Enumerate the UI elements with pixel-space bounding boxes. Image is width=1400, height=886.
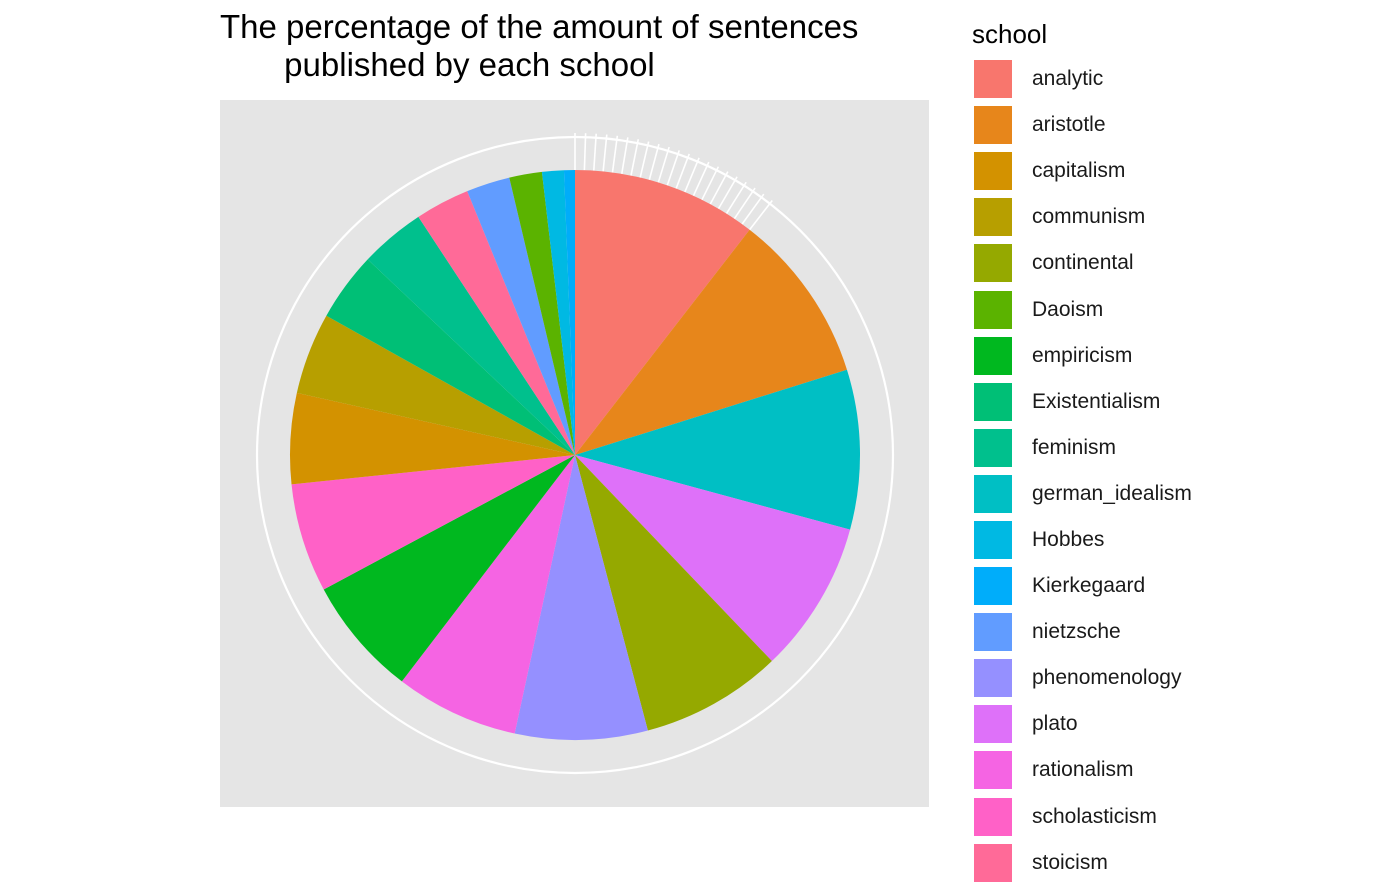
grid-tick (639, 141, 650, 178)
grid-tick (592, 133, 598, 171)
pie-chart (220, 100, 929, 807)
legend-item: feminism (972, 425, 1392, 471)
grid-tick (733, 187, 756, 220)
legend-key (972, 703, 1014, 746)
legend-label: rationalism (1032, 758, 1134, 782)
grid-tick (725, 181, 747, 215)
pie-slice-communism (296, 315, 575, 455)
pie-slice-stoicism (418, 191, 575, 455)
legend-item: phenomenology (972, 655, 1392, 701)
legend-label: stoicism (1032, 850, 1108, 874)
grid-tick (701, 166, 720, 201)
grid-tick (583, 133, 587, 171)
legend-label: continental (1032, 251, 1134, 275)
legend-key (972, 518, 1014, 561)
legend-key (972, 565, 1014, 608)
legend-key (972, 426, 1014, 469)
pie-slice-hobbes (541, 170, 575, 455)
legend-item: rationalism (972, 747, 1392, 793)
pie-slice-aristotle (575, 229, 847, 455)
legend-item: scholasticism (972, 794, 1392, 840)
pie-slice-continental (575, 455, 772, 731)
legend-label: german_idealism (1032, 481, 1192, 505)
legend-key (972, 380, 1014, 423)
legend-label: scholasticism (1032, 804, 1157, 828)
legend-label: analytic (1032, 67, 1104, 91)
grid-tick (602, 134, 608, 172)
legend-item: Existentialism (972, 379, 1392, 425)
pie-slice-scholasticism (291, 455, 575, 590)
grid-tick (675, 153, 690, 189)
legend-item: Kierkegaard (972, 563, 1392, 609)
legend-item: communism (972, 194, 1392, 240)
grid-tick (666, 150, 680, 186)
grid-tick (692, 161, 710, 197)
legend-label: Hobbes (1032, 527, 1105, 551)
legend-key (972, 242, 1014, 285)
pie-slice-nietzsche (467, 177, 575, 456)
legend-key (972, 657, 1014, 700)
grid-tick (717, 176, 738, 210)
legend-key (972, 841, 1014, 884)
pie-slice-analytic (575, 170, 750, 455)
legend-key (972, 749, 1014, 792)
pie-slice-rationalism (401, 455, 575, 734)
pie-slice-kierkegaard (563, 170, 575, 455)
grid-tick (620, 137, 629, 174)
legend-item: aristotle (972, 102, 1392, 148)
pie-slice-daoism (509, 171, 575, 455)
legend-key (972, 58, 1014, 101)
legend-label: nietzsche (1032, 620, 1121, 644)
chart-title: The percentage of the amount of sentence… (220, 8, 859, 83)
pie-slice-phenomenology (514, 455, 648, 740)
legend-label: feminism (1032, 435, 1117, 459)
legend-title: school (972, 19, 1048, 49)
legend-key (972, 196, 1014, 239)
grid-tick (748, 200, 773, 231)
grid-tick (684, 157, 700, 193)
legend-key (972, 150, 1014, 193)
grid-tick (657, 146, 670, 183)
legend-label: capitalism (1032, 159, 1126, 183)
legend-item: german_idealism (972, 471, 1392, 517)
legend-items: analytic aristotle capitalism communism cont… (972, 56, 1392, 886)
legend-label: communism (1032, 205, 1146, 229)
legend-label: plato (1032, 712, 1078, 736)
legend-item: Hobbes (972, 517, 1392, 563)
legend-item: capitalism (972, 148, 1392, 194)
legend-label: Existentialism (1032, 389, 1161, 413)
legend-label: phenomenology (1032, 666, 1182, 690)
grid-tick (741, 193, 765, 225)
legend-key (972, 472, 1014, 515)
grid-tick (648, 143, 660, 181)
legend-item: Daoism (972, 286, 1392, 332)
grid-tick (611, 135, 619, 173)
grid-tick (709, 171, 729, 205)
pie-slice-german-idealism (575, 369, 861, 530)
legend-key (972, 795, 1014, 838)
legend-item: continental (972, 240, 1392, 286)
legend-item: analytic (972, 56, 1392, 102)
pie-slice-capitalism (290, 392, 575, 485)
legend-label: empiricism (1032, 343, 1133, 367)
legend-label: Daoism (1032, 297, 1104, 321)
pie-slice-existentialism (326, 259, 575, 455)
legend-item: stoicism (972, 840, 1392, 886)
legend: school analytic aristotle capitalism commun… (972, 16, 1392, 886)
legend-label: Kierkegaard (1032, 574, 1146, 598)
grid-ticks (574, 133, 773, 231)
legend-key (972, 334, 1014, 377)
pie-slice-plato (575, 455, 851, 662)
pie-slice-feminism (367, 216, 575, 455)
grid-tick (630, 139, 640, 176)
legend-item: nietzsche (972, 609, 1392, 655)
legend-key (972, 104, 1014, 147)
legend-key (972, 611, 1014, 654)
legend-item: empiricism (972, 333, 1392, 379)
pie-slices (290, 170, 861, 740)
legend-item: plato (972, 701, 1392, 747)
legend-key (972, 288, 1014, 331)
legend-label: aristotle (1032, 113, 1106, 137)
pie-slice-empiricism (323, 455, 575, 682)
